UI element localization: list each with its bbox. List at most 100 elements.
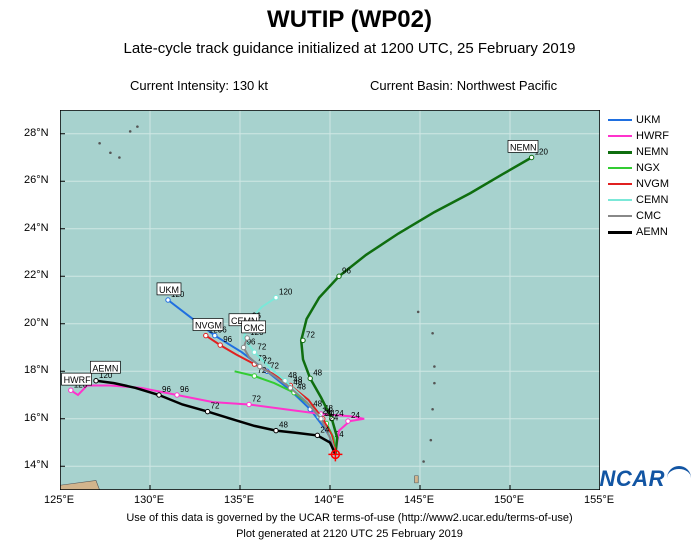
ytick-label: 24°N	[24, 222, 49, 234]
legend-item-hwrf: HWRF	[608, 128, 669, 144]
legend-label: NGX	[636, 160, 660, 176]
ytick-label: 22°N	[24, 269, 49, 281]
track-end-label: AEMN	[92, 363, 118, 373]
hour-marker	[288, 386, 292, 390]
xtick-label: 125°E	[44, 494, 74, 506]
land-guam	[415, 476, 419, 483]
hour-label: 96	[162, 385, 171, 394]
islet	[118, 156, 121, 159]
hour-marker	[319, 417, 323, 421]
hour-marker	[274, 295, 278, 299]
islet	[430, 439, 433, 442]
hour-marker	[166, 298, 170, 302]
hour-marker	[258, 364, 262, 368]
hour-label: 72	[252, 395, 261, 404]
islet	[136, 125, 139, 128]
legend-item-cemn: CEMN	[608, 192, 669, 208]
legend-swatch	[608, 167, 632, 169]
legend-item-cmc: CMC	[608, 208, 669, 224]
hour-marker	[218, 343, 222, 347]
legend-label: CEMN	[636, 192, 668, 208]
legend-item-ukm: UKM	[608, 112, 669, 128]
legend-item-nemn: NEMN	[608, 144, 669, 160]
track-end-label: NVGM	[195, 321, 222, 331]
hour-marker	[175, 393, 179, 397]
islet	[431, 332, 434, 335]
legend-label: AEMN	[636, 224, 668, 240]
hour-marker	[346, 419, 350, 423]
legend-item-aemn: AEMN	[608, 224, 669, 240]
hour-marker	[157, 393, 161, 397]
subtitle: Late-cycle track guidance initialized at…	[0, 40, 699, 57]
hour-label: 24	[351, 411, 360, 420]
track-chart: 24487296120UKM24487296120HWRF24487296120…	[60, 110, 600, 490]
ytick-label: 18°N	[24, 364, 49, 376]
hour-label: 24	[324, 409, 333, 418]
legend-label: HWRF	[636, 128, 669, 144]
hour-label: 96	[180, 385, 189, 394]
hour-label: 72	[263, 357, 272, 366]
legend-swatch	[608, 135, 632, 137]
hour-label: 72	[211, 402, 220, 411]
xtick-label: 140°E	[314, 494, 344, 506]
hour-marker	[205, 409, 209, 413]
ytick-label: 20°N	[24, 317, 49, 329]
hour-label: 120	[279, 288, 293, 297]
legend-label: UKM	[636, 112, 660, 128]
ncar-logo: NCAR	[599, 466, 691, 492]
xtick-label: 145°E	[404, 494, 434, 506]
xtick-label: 135°E	[224, 494, 254, 506]
hour-marker	[247, 402, 251, 406]
legend-item-nvgm: NVGM	[608, 176, 669, 192]
islet	[422, 460, 425, 463]
hour-label: 72	[306, 330, 315, 339]
hour-label: 24	[320, 425, 329, 434]
track-end-label: NEMN	[510, 142, 537, 152]
legend-swatch	[608, 119, 632, 121]
ytick-label: 16°N	[24, 412, 49, 424]
hour-marker	[204, 333, 208, 337]
legend-swatch	[608, 199, 632, 201]
islet	[109, 151, 112, 154]
hour-label: 48	[293, 378, 302, 387]
track-end-label: CMC	[244, 323, 265, 333]
legend-swatch	[608, 151, 632, 154]
xtick-label: 130°E	[134, 494, 164, 506]
ytick-label: 14°N	[24, 459, 49, 471]
ytick-label: 28°N	[24, 127, 49, 139]
islet	[433, 382, 436, 385]
hour-marker	[337, 274, 341, 278]
hour-label: 48	[279, 421, 288, 430]
legend: UKMHWRFNEMNNGXNVGMCEMNCMCAEMN	[608, 112, 669, 240]
footer-terms: Use of this data is governed by the UCAR…	[0, 512, 699, 524]
hour-marker	[241, 345, 245, 349]
hour-marker	[529, 155, 533, 159]
hour-marker	[315, 433, 319, 437]
legend-swatch	[608, 215, 632, 217]
xtick-label: 155°E	[584, 494, 614, 506]
hour-label: 48	[313, 368, 322, 377]
basin-label: Current Basin: Northwest Pacific	[370, 78, 557, 93]
hour-marker	[245, 336, 249, 340]
hour-marker	[252, 350, 256, 354]
islet	[129, 130, 132, 133]
track-end-label: HWRF	[64, 375, 91, 385]
legend-item-ngx: NGX	[608, 160, 669, 176]
hour-label: 96	[342, 266, 351, 275]
islet	[431, 408, 434, 411]
ytick-label: 26°N	[24, 174, 49, 186]
hour-marker	[94, 379, 98, 383]
islet	[417, 311, 420, 314]
hour-marker	[69, 388, 73, 392]
intensity-label: Current Intensity: 130 kt	[130, 78, 268, 93]
footer-generated: Plot generated at 2120 UTC 25 February 2…	[0, 528, 699, 540]
islet	[433, 365, 436, 368]
hour-marker	[274, 428, 278, 432]
hour-marker	[301, 338, 305, 342]
legend-swatch	[608, 231, 632, 234]
hour-marker	[252, 374, 256, 378]
track-end-label: UKM	[159, 285, 179, 295]
xtick-label: 150°E	[494, 494, 524, 506]
legend-swatch	[608, 183, 632, 185]
hour-label: 72	[257, 342, 266, 351]
